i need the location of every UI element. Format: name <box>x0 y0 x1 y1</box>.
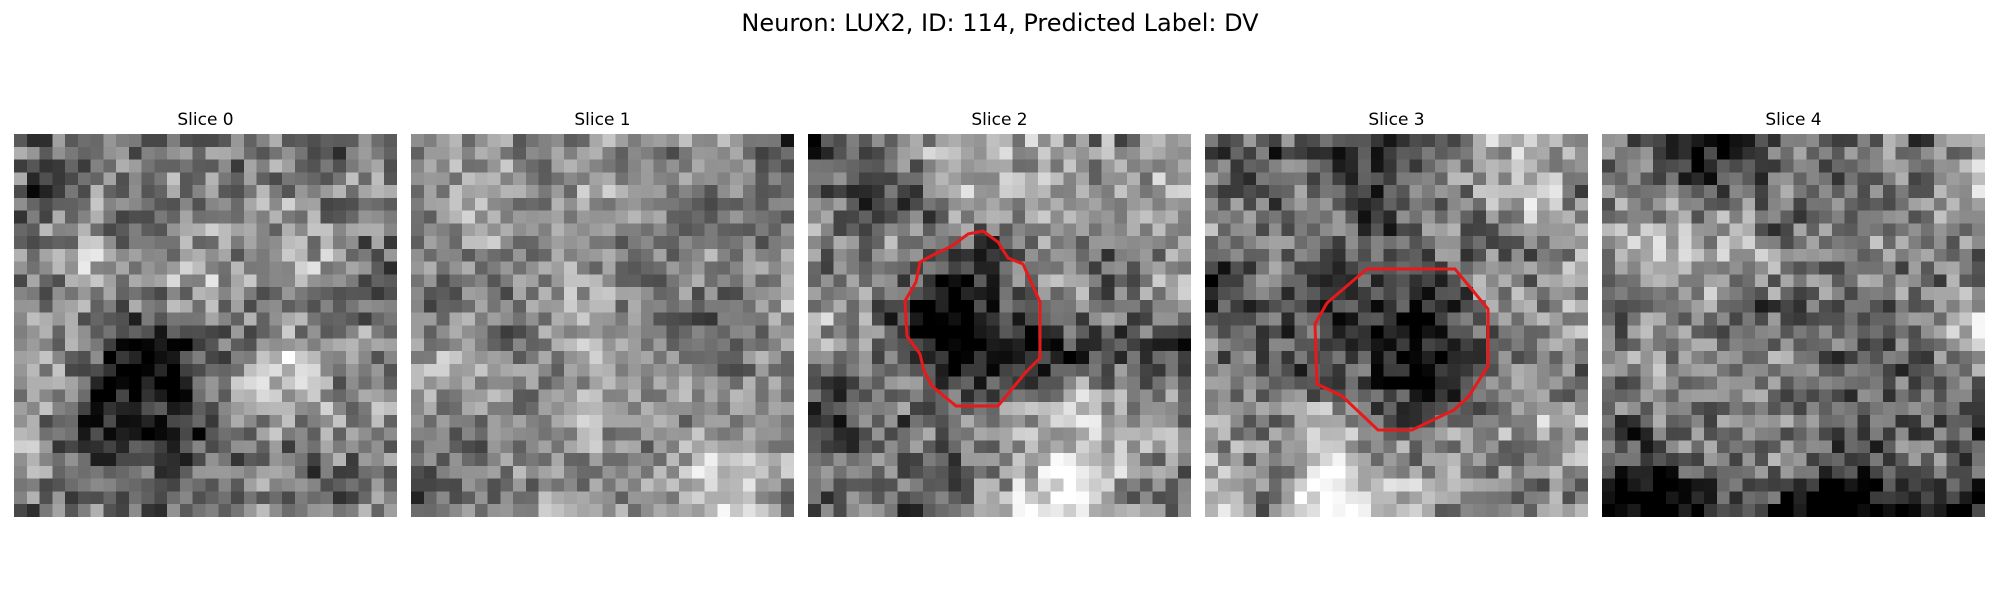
image-slice-0 <box>14 134 397 517</box>
slice-0-grayscale-image <box>14 134 397 517</box>
slice-2-grayscale-image <box>808 134 1191 517</box>
panel-title-slice-2: Slice 2 <box>971 110 1028 130</box>
slice-1-grayscale-image <box>411 134 794 517</box>
roi-polygon-slice-3 <box>1313 267 1490 432</box>
panel-title-slice-4: Slice 4 <box>1765 110 1822 130</box>
slice-3-grayscale-image <box>1205 134 1588 517</box>
slice-2-roi-outline <box>903 229 1042 408</box>
image-slice-1 <box>411 134 794 517</box>
image-slice-2 <box>808 134 1191 517</box>
panel-title-slice-1: Slice 1 <box>574 110 631 130</box>
roi-polygon-slice-2 <box>903 229 1042 408</box>
slice-4-grayscale-image <box>1602 134 1985 517</box>
figure-title: Neuron: LUX2, ID: 114, Predicted Label: … <box>741 9 1259 37</box>
image-slice-3 <box>1205 134 1588 517</box>
image-slice-4 <box>1602 134 1985 517</box>
panel-title-slice-3: Slice 3 <box>1368 110 1425 130</box>
panel-title-slice-0: Slice 0 <box>177 110 234 130</box>
slice-3-roi-outline <box>1313 267 1490 432</box>
